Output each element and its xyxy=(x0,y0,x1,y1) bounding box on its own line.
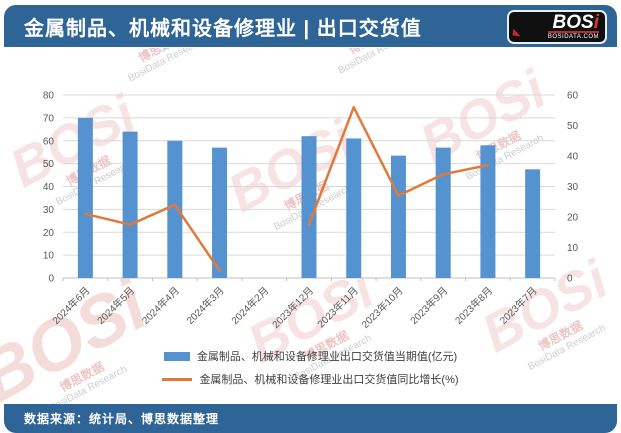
bar-2024年6月 xyxy=(77,117,93,278)
left-axis-tick-label: 70 xyxy=(43,113,55,124)
right-axis-tick-label: 10 xyxy=(567,243,579,254)
left-axis-tick-label: 80 xyxy=(43,91,55,102)
logo-brand-text: BOSi xyxy=(552,11,599,33)
header-bar: 金属制品、机械和设备修理业 | 出口交货值 BOSi BOSIDATA.COM xyxy=(4,5,617,47)
data-source-text: 数据来源：统计局、博思数据整理 xyxy=(24,412,220,426)
bar-2023年11月 xyxy=(346,138,362,278)
footer-bar: 数据来源：统计局、博思数据整理 xyxy=(4,404,617,433)
x-axis-category-label: 2024年5月 xyxy=(94,284,137,327)
bar-2024年5月 xyxy=(122,131,138,278)
x-axis-category-label: 2023年12月 xyxy=(269,284,316,331)
growth-line xyxy=(84,203,221,272)
x-axis-category-label: 2023年11月 xyxy=(314,284,360,330)
page-title: 金属制品、机械和设备修理业 | 出口交货值 xyxy=(24,17,422,40)
x-axis-category-label: 2023年9月 xyxy=(407,284,450,327)
legend-item-line: 金属制品、机械和设备修理业出口交货值同比增长(%) xyxy=(162,371,459,387)
logo-site-text: BOSIDATA.COM xyxy=(547,30,599,41)
x-axis-category-label: 2024年3月 xyxy=(184,284,227,327)
bar-2024年4月 xyxy=(167,140,183,278)
bar-2024年3月 xyxy=(212,147,228,278)
growth-line xyxy=(307,105,490,226)
x-axis-category-label: 2024年2月 xyxy=(228,284,271,327)
bar-2023年9月 xyxy=(435,147,451,278)
chart-legend: 金属制品、机械和设备修理业出口交货值当期值(亿元) 金属制品、机械和设备修理业出… xyxy=(0,348,621,387)
bar-legend-label: 金属制品、机械和设备修理业出口交货值当期值(亿元) xyxy=(196,351,458,363)
left-axis-tick-label: 60 xyxy=(43,136,55,147)
right-axis-tick-label: 20 xyxy=(567,213,579,224)
left-axis-tick-label: 30 xyxy=(43,205,55,216)
bar-legend-swatch xyxy=(163,351,190,361)
bosi-logo: BOSi BOSIDATA.COM xyxy=(507,10,607,44)
x-axis-category-label: 2023年8月 xyxy=(452,284,495,327)
right-axis-tick-label: 60 xyxy=(567,91,579,102)
x-axis-category-label: 2023年7月 xyxy=(497,284,540,327)
right-axis-tick-label: 50 xyxy=(567,121,579,132)
bar-2023年10月 xyxy=(390,155,406,278)
left-axis-tick-label: 20 xyxy=(43,228,55,239)
left-axis-tick-label: 40 xyxy=(43,182,55,193)
x-axis-category-label: 2024年4月 xyxy=(139,284,182,327)
legend-item-bar: 金属制品、机械和设备修理业出口交货值当期值(亿元) xyxy=(163,348,458,364)
x-axis-category-label: 2024年6月 xyxy=(49,284,92,327)
right-axis-tick-label: 0 xyxy=(567,274,573,285)
logo-arrow-icon xyxy=(512,28,522,37)
left-axis-tick-label: 10 xyxy=(43,251,55,262)
line-legend-swatch xyxy=(162,377,193,381)
x-axis-category-label: 2023年10月 xyxy=(359,284,406,331)
right-axis-tick-label: 30 xyxy=(567,182,579,193)
bar-2023年7月 xyxy=(525,169,541,278)
line-legend-label: 金属制品、机械和设备修理业出口交货值同比增长(%) xyxy=(199,374,459,386)
bar-2023年12月 xyxy=(301,136,317,278)
left-axis-tick-label: 50 xyxy=(43,159,55,170)
right-axis-tick-label: 40 xyxy=(567,152,579,163)
left-axis-tick-label: 0 xyxy=(48,274,54,285)
bar-2023年8月 xyxy=(480,145,496,278)
